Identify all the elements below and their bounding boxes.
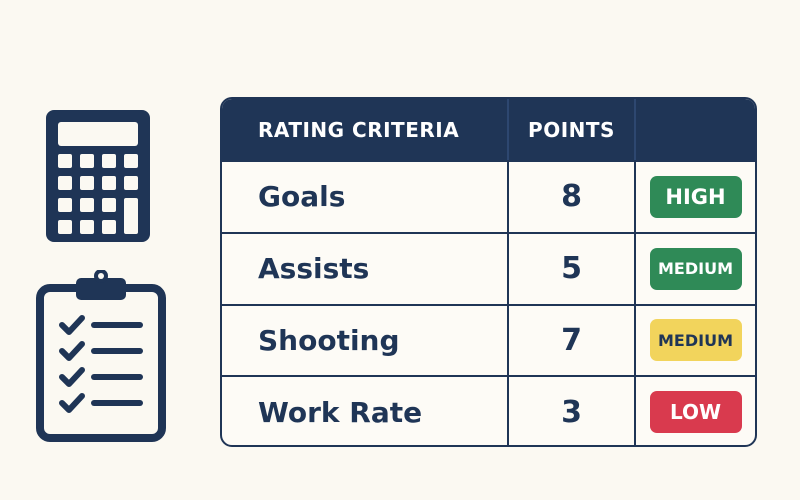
level-cell: MEDIUM [634,305,755,376]
criteria-cell: Goals [258,180,346,214]
level-badge: MEDIUM [649,247,742,290]
clipboard-checklist-icon [36,270,166,442]
table-row: Assists 5 MEDIUM [222,231,755,304]
table-row: Work Rate 3 LOW [222,375,755,445]
level-cell: MEDIUM [634,233,755,304]
points-cell: 3 [507,377,634,445]
criteria-cell: Assists [258,252,370,286]
points-cell: 8 [507,162,634,232]
header-rating-criteria: RATING CRITERIA [258,117,460,142]
calculator-icon [46,110,150,242]
criteria-cell: Shooting [258,323,400,357]
criteria-cell: Work Rate [258,395,423,429]
points-cell: 7 [507,305,634,376]
table-row: Goals 8 HIGH [222,160,755,232]
level-cell: HIGH [634,162,755,232]
header-points: POINTS [507,99,634,160]
level-badge: MEDIUM [649,319,742,362]
header-level [634,99,755,160]
level-cell: LOW [634,377,755,445]
level-badge: HIGH [649,175,742,218]
table-row: Shooting 7 MEDIUM [222,303,755,376]
rating-table: RATING CRITERIA POINTS Goals 8 HIGH Assi… [220,97,757,447]
table-header: RATING CRITERIA POINTS [222,99,755,160]
points-cell: 5 [507,233,634,304]
level-badge: LOW [649,391,742,434]
